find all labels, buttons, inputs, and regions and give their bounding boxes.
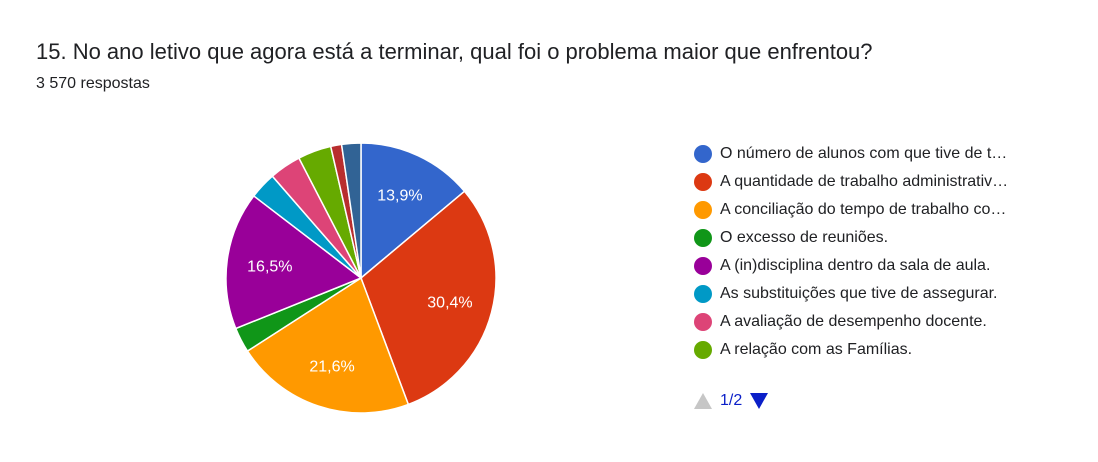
legend-label: As substituições que tive de assegurar. — [720, 285, 998, 302]
legend-swatch — [694, 229, 712, 247]
legend-pager: 1/2 — [694, 392, 769, 410]
legend-label: O número de alunos com que tive de t… — [720, 145, 1008, 162]
legend-swatch — [694, 201, 712, 219]
legend-label: A relação com as Famílias. — [720, 341, 913, 358]
question-title: 15. No ano letivo que agora está a termi… — [36, 39, 873, 64]
pie-slice-label-0: 13,9% — [377, 188, 422, 205]
chart-legend: O número de alunos com que tive de t… A q… — [694, 140, 1054, 364]
pie-slice-4[interactable] — [225, 194, 363, 330]
pie-slice-9[interactable] — [340, 142, 362, 279]
pie-slice-label-2: 21,6% — [309, 358, 354, 375]
legend-item[interactable]: A conciliação do tempo de trabalho co… — [694, 196, 1054, 224]
triangle-up-icon — [694, 393, 712, 409]
pie-slice-label-1: 30,4% — [427, 294, 472, 311]
pie-chart: 13,9% 30,4% 21,6% 16,5% — [225, 142, 497, 414]
triangle-down-icon[interactable] — [750, 393, 769, 409]
legend-label: O excesso de reuniões. — [720, 229, 889, 246]
response-count: 3 570 respostas — [36, 75, 150, 92]
legend-item[interactable]: A quantidade de trabalho administrativ… — [694, 168, 1054, 196]
pie-slice-label-4: 16,5% — [247, 259, 292, 276]
legend-swatch — [694, 173, 712, 191]
legend-swatch — [694, 313, 712, 331]
legend-item[interactable]: O número de alunos com que tive de t… — [694, 140, 1054, 168]
legend-label: A quantidade de trabalho administrativ… — [720, 173, 1009, 190]
legend-item[interactable]: A (in)disciplina dentro da sala de aula. — [694, 252, 1054, 280]
pie-slice-1[interactable] — [360, 190, 497, 406]
legend-swatch — [694, 285, 712, 303]
legend-item[interactable]: O excesso de reuniões. — [694, 224, 1054, 252]
legend-swatch — [694, 341, 712, 359]
legend-item[interactable]: A avaliação de desempenho docente. — [694, 308, 1054, 336]
legend-label: A avaliação de desempenho docente. — [720, 313, 987, 330]
legend-swatch — [694, 257, 712, 275]
legend-label: A conciliação do tempo de trabalho co… — [720, 201, 1007, 218]
legend-swatch — [694, 145, 712, 163]
legend-item[interactable]: A relação com as Famílias. — [694, 336, 1054, 364]
pie-slice-0[interactable] — [360, 142, 466, 280]
legend-page-indicator: 1/2 — [720, 392, 743, 409]
legend-label: A (in)disciplina dentro da sala de aula. — [720, 257, 991, 274]
pie-slice-2[interactable] — [246, 276, 410, 414]
legend-item[interactable]: As substituições que tive de assegurar. — [694, 280, 1054, 308]
